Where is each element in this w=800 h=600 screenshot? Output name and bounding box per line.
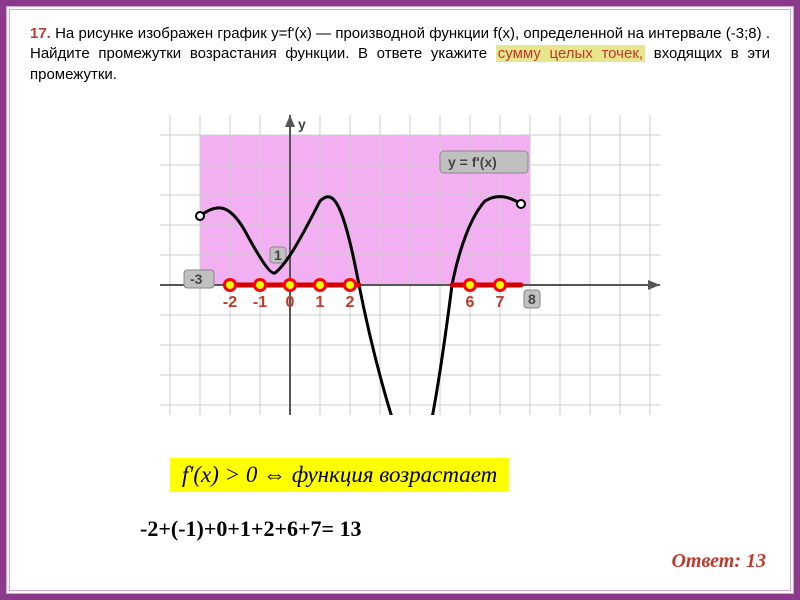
problem-text: 17. На рисунке изображен график y=f'(x) … xyxy=(14,14,786,89)
svg-text:-1: -1 xyxy=(253,294,267,311)
y-axis-arrow xyxy=(285,115,295,127)
axis-box-minus3: -3 xyxy=(184,270,214,288)
svg-text:-3: -3 xyxy=(190,271,203,287)
svg-text:-2: -2 xyxy=(223,294,237,311)
problem-number: 17. xyxy=(30,25,51,42)
chart-svg: -3 1 8 y y = f'(x) xyxy=(160,115,660,415)
svg-text:1: 1 xyxy=(316,294,325,311)
axis-box-one: 1 xyxy=(270,247,286,263)
svg-text:2: 2 xyxy=(346,294,355,311)
formula: f'(x) > 0 ⇔ функция возрастает xyxy=(170,458,509,492)
svg-text:0: 0 xyxy=(286,294,295,311)
svg-text:1: 1 xyxy=(274,247,282,263)
x-axis-arrow xyxy=(648,280,660,290)
endpoint-right xyxy=(517,200,525,208)
svg-text:y = f'(x): y = f'(x) xyxy=(448,154,497,170)
point-1: 1 xyxy=(313,278,327,311)
svg-text:6: 6 xyxy=(466,294,475,311)
chart: -3 1 8 y y = f'(x) xyxy=(160,115,660,415)
y-label: y xyxy=(298,116,306,132)
point-2: 2 xyxy=(343,278,357,311)
svg-text:8: 8 xyxy=(528,291,536,307)
axis-box-eight: 8 xyxy=(524,290,540,308)
point-m1: -1 xyxy=(253,278,267,311)
endpoint-left xyxy=(196,212,204,220)
answer: Ответ: 13 xyxy=(671,550,766,573)
problem-highlight: сумму целых точек, xyxy=(496,45,645,62)
point-0: 0 xyxy=(283,278,297,311)
point-7: 7 xyxy=(493,278,507,311)
point-m2: -2 xyxy=(223,278,237,311)
chart-title: y = f'(x) xyxy=(440,151,528,173)
calculation: -2+(-1)+0+1+2+6+7= 13 xyxy=(140,516,362,542)
svg-text:7: 7 xyxy=(496,294,505,311)
point-6: 6 xyxy=(463,278,477,311)
